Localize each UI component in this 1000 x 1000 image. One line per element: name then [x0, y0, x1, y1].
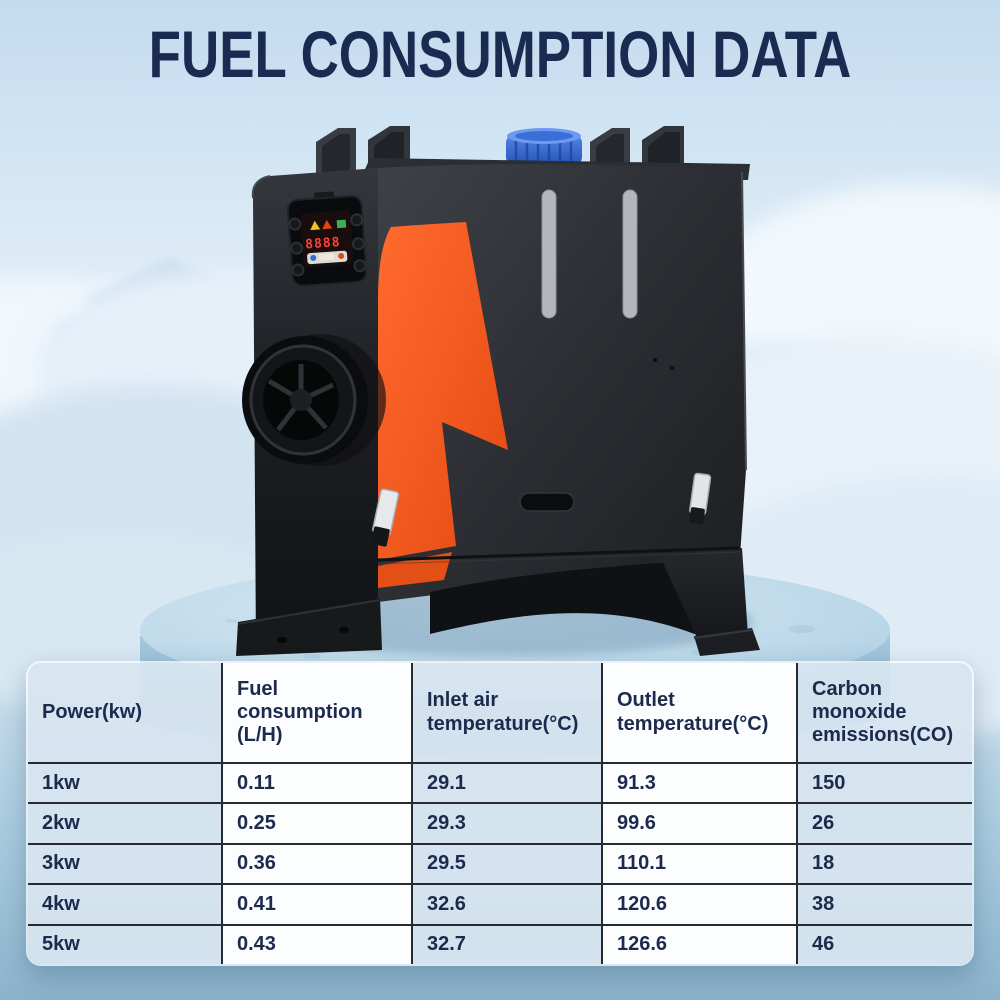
column-header-co-emissions: Carbon monoxide emissions(CO)	[796, 663, 972, 762]
table-cell: 0.25	[221, 802, 411, 843]
fan-icon	[310, 254, 317, 261]
table-cell: 32.7	[411, 923, 601, 964]
column-header-outlet-temperature: Outlet temperature(°C)	[601, 663, 796, 762]
page-title: FUEL CONSUMPTION DATA	[148, 18, 852, 92]
handle-slot	[519, 492, 575, 512]
warning-triangle-icon	[322, 219, 333, 230]
lcd-display-value: 8888	[305, 235, 341, 252]
heater-product-image: 8888	[236, 126, 760, 656]
flame-icon	[338, 252, 345, 259]
column-header-power: Power(kw)	[28, 663, 221, 762]
air-outlet-duct	[242, 334, 386, 466]
fuel-consumption-table: Power(kw) Fuel consumption (L/H) Inlet air…	[26, 661, 974, 966]
column-header-inlet-temperature: Inlet air temperature(°C)	[411, 663, 601, 762]
table-cell: 29.5	[411, 842, 601, 884]
latch-clip-right	[689, 472, 712, 525]
table-cell: 46	[796, 923, 972, 964]
table-cell: 126.6	[601, 923, 796, 964]
table-cell: 29.3	[411, 802, 601, 843]
table-cell: 38	[796, 883, 972, 924]
table-cell: 120.6	[601, 883, 796, 924]
battery-icon	[336, 219, 347, 229]
latch-clip-left	[371, 488, 400, 547]
table-cell: 26	[796, 802, 972, 843]
table-cell: 18	[796, 842, 972, 884]
table-cell: 5kw	[28, 923, 221, 964]
vent-slots	[541, 189, 638, 319]
warning-triangle-icon	[310, 220, 321, 231]
column-header-fuel-consumption: Fuel consumption (L/H)	[221, 663, 411, 762]
table-cell: 0.43	[221, 923, 411, 964]
table-cell: 150	[796, 762, 972, 803]
table-cell: 3kw	[28, 842, 221, 884]
table-cell: 0.41	[221, 883, 411, 924]
table-cell: 32.6	[411, 883, 601, 924]
table-cell: 0.36	[221, 842, 411, 884]
lightning-bolt-decal	[378, 222, 508, 560]
table-cell: 1kw	[28, 762, 221, 803]
table-cell: 91.3	[601, 762, 796, 803]
table-cell: 4kw	[28, 883, 221, 924]
table-cell: 110.1	[601, 842, 796, 884]
table-cell: 0.11	[221, 762, 411, 803]
lcd-controller: 8888	[286, 191, 368, 287]
table-cell: 99.6	[601, 802, 796, 843]
table-cell: 2kw	[28, 802, 221, 843]
table-cell: 29.1	[411, 762, 601, 803]
